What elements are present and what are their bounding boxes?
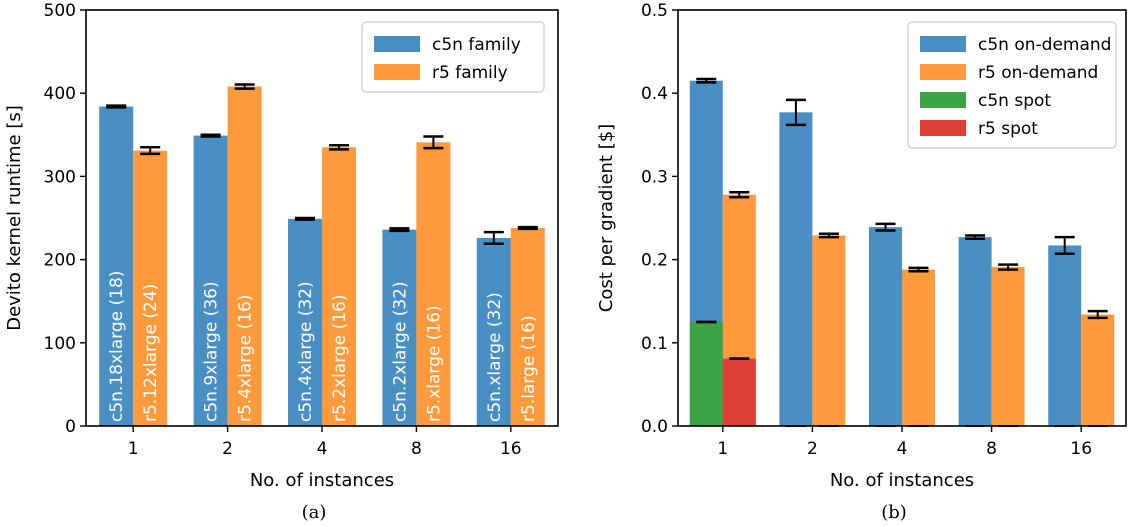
legend-swatch bbox=[374, 64, 420, 80]
bar-label: r5.2xlarge (16) bbox=[330, 295, 350, 422]
bar-r5-2 bbox=[812, 235, 846, 426]
bar-c5n-2 bbox=[193, 135, 228, 426]
legend-label: c5n spot bbox=[978, 91, 1051, 111]
legend-swatch bbox=[374, 36, 420, 52]
x-tick-label: 1 bbox=[717, 439, 728, 459]
bar-c5n-2 bbox=[779, 112, 813, 426]
x-axis-label: No. of instances bbox=[830, 470, 974, 491]
y-tick-label: 200 bbox=[44, 251, 76, 271]
y-tick-label: 0.3 bbox=[641, 167, 668, 187]
x-tick-label: 8 bbox=[986, 439, 997, 459]
bar-c5n-1 bbox=[99, 106, 134, 427]
y-tick-label: 0.5 bbox=[641, 1, 668, 21]
x-tick-label: 8 bbox=[411, 439, 422, 459]
bar-label: c5n.4xlarge (32) bbox=[296, 281, 316, 422]
y-tick-label: 0.0 bbox=[641, 417, 668, 437]
figure-caption: (a) bbox=[302, 502, 327, 523]
bar-label: c5n.2xlarge (32) bbox=[390, 281, 410, 422]
bar-label: r5.xlarge (16) bbox=[424, 305, 444, 422]
y-tick-label: 300 bbox=[44, 167, 76, 187]
bar-c5n-4 bbox=[288, 218, 322, 426]
y-tick-label: 500 bbox=[44, 1, 76, 21]
bar-r5-4 bbox=[322, 147, 356, 426]
legend-label: r5 on-demand bbox=[978, 63, 1098, 83]
legend-swatch bbox=[920, 92, 966, 108]
bar-c5n-16 bbox=[476, 237, 511, 426]
bar-r5-16 bbox=[1081, 314, 1115, 426]
legend-label: c5n on-demand bbox=[978, 35, 1111, 55]
bar-label: c5n.xlarge (32) bbox=[485, 292, 505, 422]
x-tick-label: 16 bbox=[1070, 439, 1092, 459]
bar-r5-1 bbox=[133, 150, 168, 426]
x-axis-label: No. of instances bbox=[250, 470, 394, 491]
bar-r5-16 bbox=[510, 227, 545, 426]
bar-c5n-8 bbox=[382, 229, 417, 426]
legend-swatch bbox=[920, 36, 966, 52]
bar-r5_spot-1 bbox=[722, 358, 756, 426]
x-tick-label: 2 bbox=[807, 439, 818, 459]
bar-label: c5n.9xlarge (36) bbox=[202, 281, 222, 422]
y-tick-label: 0.2 bbox=[641, 251, 668, 271]
bar-label: r5.4xlarge (16) bbox=[236, 295, 256, 422]
y-axis-label: Devito kernel runtime [s] bbox=[4, 105, 25, 331]
bar-label: r5.12xlarge (24) bbox=[141, 284, 161, 422]
legend-label: r5 spot bbox=[978, 119, 1038, 139]
x-tick-label: 16 bbox=[500, 439, 522, 459]
y-tick-label: 0.4 bbox=[641, 84, 668, 104]
legend-label: c5n family bbox=[432, 35, 521, 55]
bar-r5-8 bbox=[416, 142, 451, 426]
runtime-chart: c5n.18xlarge (18) c5n.9xlarge (36) c5n.4xl… bbox=[4, 1, 559, 523]
legend-label: r5 family bbox=[432, 63, 508, 83]
x-tick-label: 4 bbox=[897, 439, 908, 459]
cost-chart: 0.0 0.1 0.2 0.3 0.4 0.5 1 2 4 8 16 No. of instances… bbox=[596, 1, 1127, 523]
bar-label: c5n.18xlarge (18) bbox=[107, 271, 127, 422]
x-tick-label: 1 bbox=[128, 439, 139, 459]
bar-c5n-4 bbox=[869, 227, 902, 426]
bar-r5-2 bbox=[227, 86, 262, 426]
bar-r5-8 bbox=[991, 267, 1025, 426]
y-axis-label: Cost per gradient [$] bbox=[596, 124, 617, 312]
x-tick-label: 2 bbox=[222, 439, 233, 459]
bar-c5n-16 bbox=[1048, 245, 1082, 426]
bar-r5-4 bbox=[902, 269, 935, 426]
x-tick-label: 4 bbox=[317, 439, 328, 459]
bar-c5n-8 bbox=[958, 237, 992, 426]
legend-swatch bbox=[920, 64, 966, 80]
legend-box bbox=[907, 21, 1117, 149]
y-tick-label: 400 bbox=[44, 84, 76, 104]
y-tick-label: 100 bbox=[44, 334, 76, 354]
y-tick-label: 0 bbox=[65, 417, 76, 437]
bar-c5n_spot-1 bbox=[689, 322, 723, 426]
figure-caption: (b) bbox=[881, 502, 907, 523]
legend-swatch bbox=[920, 120, 966, 136]
y-tick-label: 0.1 bbox=[641, 334, 668, 354]
bar-label: r5.large (16) bbox=[519, 315, 539, 422]
